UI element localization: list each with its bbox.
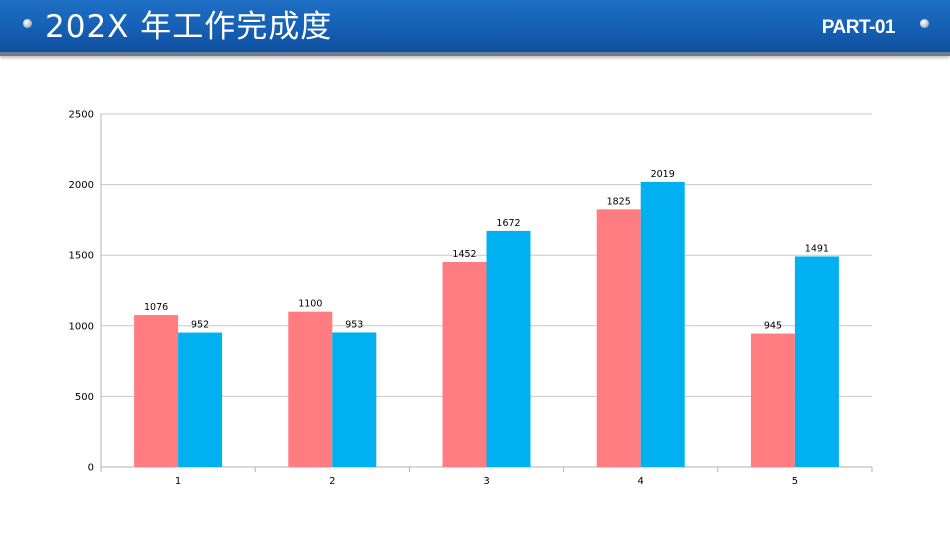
y-tick-label: 2000	[69, 180, 94, 191]
part-label: PART-01	[821, 17, 896, 38]
y-tick-label: 0	[88, 463, 94, 474]
x-tick-label: 1	[175, 476, 181, 487]
y-tick-label: 500	[75, 392, 94, 403]
data-label: 1452	[452, 249, 476, 260]
data-label: 1672	[496, 218, 520, 229]
y-tick-label: 1500	[69, 251, 94, 262]
x-tick-label: 5	[792, 476, 798, 487]
data-label: 945	[764, 321, 782, 332]
bullet-dot-icon	[23, 19, 32, 28]
data-label: 1491	[805, 243, 829, 254]
bar	[640, 181, 685, 467]
bar	[596, 209, 641, 467]
bar	[794, 256, 839, 467]
bar	[486, 230, 531, 467]
page-title: 202X 年工作完成度	[45, 9, 333, 45]
data-label: 1076	[144, 302, 168, 313]
y-tick-label: 2500	[69, 110, 94, 121]
y-tick-label: 1000	[69, 321, 94, 332]
bar	[750, 333, 795, 467]
data-label: 1825	[607, 196, 631, 207]
header-bar: 202X 年工作完成度 PART-01	[0, 0, 950, 56]
data-label: 2019	[651, 169, 675, 180]
bullet-dot-icon	[920, 19, 929, 28]
bar	[332, 332, 377, 467]
bar	[288, 311, 333, 467]
data-label: 1100	[298, 299, 322, 310]
data-label: 953	[345, 319, 363, 330]
x-tick-label: 3	[483, 476, 489, 487]
x-tick-label: 2	[329, 476, 335, 487]
bar	[442, 261, 487, 467]
data-label: 952	[191, 320, 209, 331]
bar	[134, 315, 179, 467]
x-tick-label: 4	[638, 476, 644, 487]
bar	[178, 332, 223, 467]
